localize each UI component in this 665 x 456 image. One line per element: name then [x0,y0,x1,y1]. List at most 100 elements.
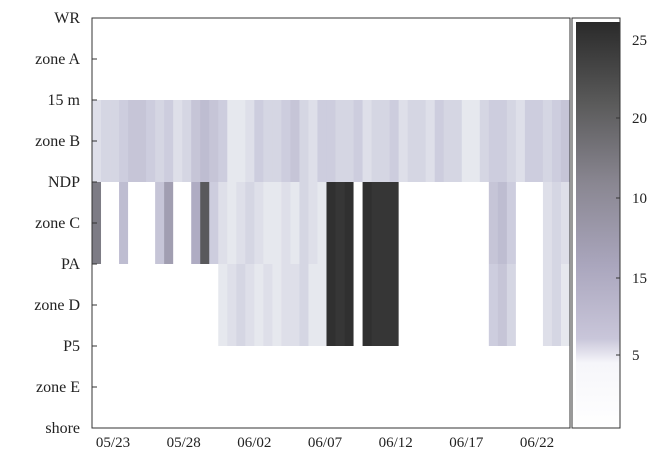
colorbar-tick-label: 10 [632,191,647,207]
heatmap-cell [146,100,156,182]
heatmap-cell [398,100,409,182]
y-tick-label: WR [54,10,80,27]
heatmap-cell [308,182,318,264]
heatmap-cell [407,182,418,264]
heatmap-cell [209,182,219,264]
y-tick-label: zone E [36,379,80,396]
heatmap-cell [155,100,165,182]
colorbar-tick-label: 25 [632,33,647,49]
heatmap-cell [209,264,219,346]
heatmap-cell [443,100,454,182]
heatmap-cell [137,182,147,264]
heatmap-cell [101,264,111,346]
heatmap-cell [461,100,472,182]
heatmap-cell [407,264,418,346]
heatmap-cell [497,100,508,182]
heatmap-cell [101,182,111,264]
heatmap-cell [182,100,192,182]
heatmap-cell [452,182,463,264]
heatmap-cell [254,182,264,264]
y-tick-label: zone C [35,215,80,232]
heatmap-cell [173,264,183,346]
heatmap-cell [200,264,210,346]
heatmap-cell [263,264,273,346]
heatmap-cell [542,264,553,346]
heatmap-cell [155,264,165,346]
heatmap-cell [281,100,291,182]
heatmap-cell [110,100,120,182]
heatmap-cell [452,100,463,182]
y-tick-label: zone A [35,51,80,68]
heatmap-cell [119,182,129,264]
heatmap-cell [479,100,490,182]
heatmap-cell [245,100,255,182]
y-tick-label: zone B [35,133,80,150]
heatmap-cell [263,182,273,264]
heatmap-cell [416,264,427,346]
heatmap-cell [173,182,183,264]
heatmap-cell [254,264,264,346]
heatmap-cell [353,100,363,182]
heatmap-cell [371,100,381,182]
heatmap-cell [434,264,445,346]
heatmap-cell [443,264,454,346]
heatmap-cell [182,182,192,264]
heatmap-cell [200,182,210,264]
y-tick-label: 15 m [48,92,81,109]
heatmap-cell [470,182,481,264]
heatmap-cell [281,264,291,346]
heatmap-cell [281,182,291,264]
x-tick-label: 06/07 [308,435,343,451]
heatmap-cell [542,182,553,264]
heatmap-cell [380,100,391,182]
heatmap-cell [416,182,427,264]
heatmap-cell [119,100,129,182]
heatmap-cell [128,100,138,182]
heatmap-cell [434,100,445,182]
heatmap-cell [299,100,309,182]
heatmap-cell [110,264,120,346]
colorbar-tick-label: 20 [632,111,647,127]
heatmap-cell [353,182,363,264]
heatmap-cell [524,100,535,182]
heatmap-cell [290,100,300,182]
heatmap-cell [182,264,192,346]
heatmap-cell [335,182,345,264]
heatmap-cell [227,100,237,182]
heatmap-cell [461,182,472,264]
heatmap-cell [200,100,210,182]
heatmap-cell [389,264,400,346]
heatmap-cell [560,182,571,264]
heatmap-cell [488,182,499,264]
heatmap-cell [227,264,237,346]
heatmap-cell [425,182,436,264]
heatmap-cell [290,182,300,264]
heatmap-cell [362,100,372,182]
heatmap-cell [425,264,436,346]
x-tick-label: 06/17 [449,435,484,451]
heatmap-cell [506,264,517,346]
heatmap-cell [479,264,490,346]
heatmap-cell [353,264,363,346]
heatmap-cell [218,264,228,346]
x-tick-label: 06/12 [379,435,413,451]
heatmap-cell [317,182,327,264]
heatmap-cell [488,264,499,346]
heatmap-cell [515,182,526,264]
heatmap-cell [218,100,228,182]
heatmap-cell [344,182,354,264]
heatmap-cell [245,182,255,264]
y-tick-label: NDP [48,174,80,191]
heatmap-cell [488,100,499,182]
heatmap-cell [524,182,535,264]
heatmap-cell [272,100,282,182]
heatmap-cell [524,264,535,346]
heatmap-cell [344,264,354,346]
y-tick-label: zone D [34,297,80,314]
heatmap-cell [227,182,237,264]
heatmap-cell [497,182,508,264]
heatmap-cell [308,100,318,182]
heatmap-cell [272,182,282,264]
heatmap-cell [245,264,255,346]
